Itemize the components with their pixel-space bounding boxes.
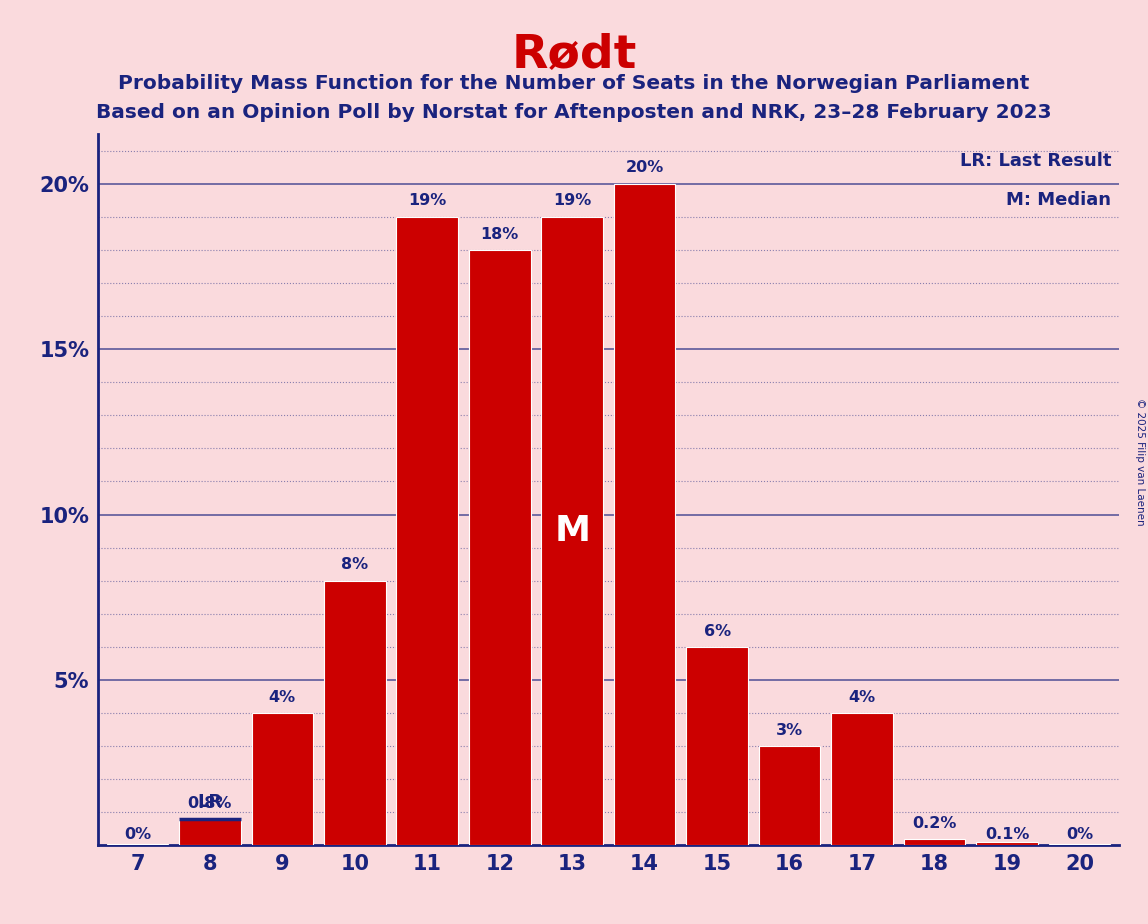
Text: 20%: 20%: [626, 161, 664, 176]
Bar: [179, 819, 241, 845]
Bar: [251, 713, 313, 845]
Text: Rødt: Rødt: [511, 32, 637, 78]
Text: 19%: 19%: [409, 193, 447, 209]
Text: 4%: 4%: [269, 690, 296, 705]
Bar: [396, 217, 458, 845]
Text: 0.8%: 0.8%: [188, 796, 232, 810]
Text: 0%: 0%: [1065, 827, 1093, 842]
Bar: [976, 842, 1038, 845]
Text: 8%: 8%: [341, 557, 369, 573]
Bar: [468, 249, 530, 845]
Text: 18%: 18%: [481, 226, 519, 241]
Bar: [614, 184, 675, 845]
Text: 6%: 6%: [704, 624, 730, 638]
Text: © 2025 Filip van Laenen: © 2025 Filip van Laenen: [1135, 398, 1145, 526]
Text: 19%: 19%: [553, 193, 591, 209]
Text: 0%: 0%: [124, 827, 152, 842]
Text: 0.1%: 0.1%: [985, 827, 1029, 842]
Text: 3%: 3%: [776, 723, 804, 738]
Text: LR: Last Result: LR: Last Result: [960, 152, 1111, 170]
Text: M: Median: M: Median: [1006, 191, 1111, 209]
Text: LR: LR: [197, 793, 223, 810]
Bar: [831, 713, 893, 845]
Bar: [542, 217, 603, 845]
Text: 0.2%: 0.2%: [913, 816, 956, 831]
Text: Based on an Opinion Poll by Norstat for Aftenposten and NRK, 23–28 February 2023: Based on an Opinion Poll by Norstat for …: [96, 103, 1052, 123]
Bar: [107, 844, 169, 845]
Bar: [687, 647, 748, 845]
Bar: [759, 747, 821, 845]
Bar: [1048, 844, 1110, 845]
Text: M: M: [554, 514, 590, 548]
Text: Probability Mass Function for the Number of Seats in the Norwegian Parliament: Probability Mass Function for the Number…: [118, 74, 1030, 93]
Bar: [324, 580, 386, 845]
Text: 4%: 4%: [848, 690, 876, 705]
Bar: [903, 839, 965, 845]
